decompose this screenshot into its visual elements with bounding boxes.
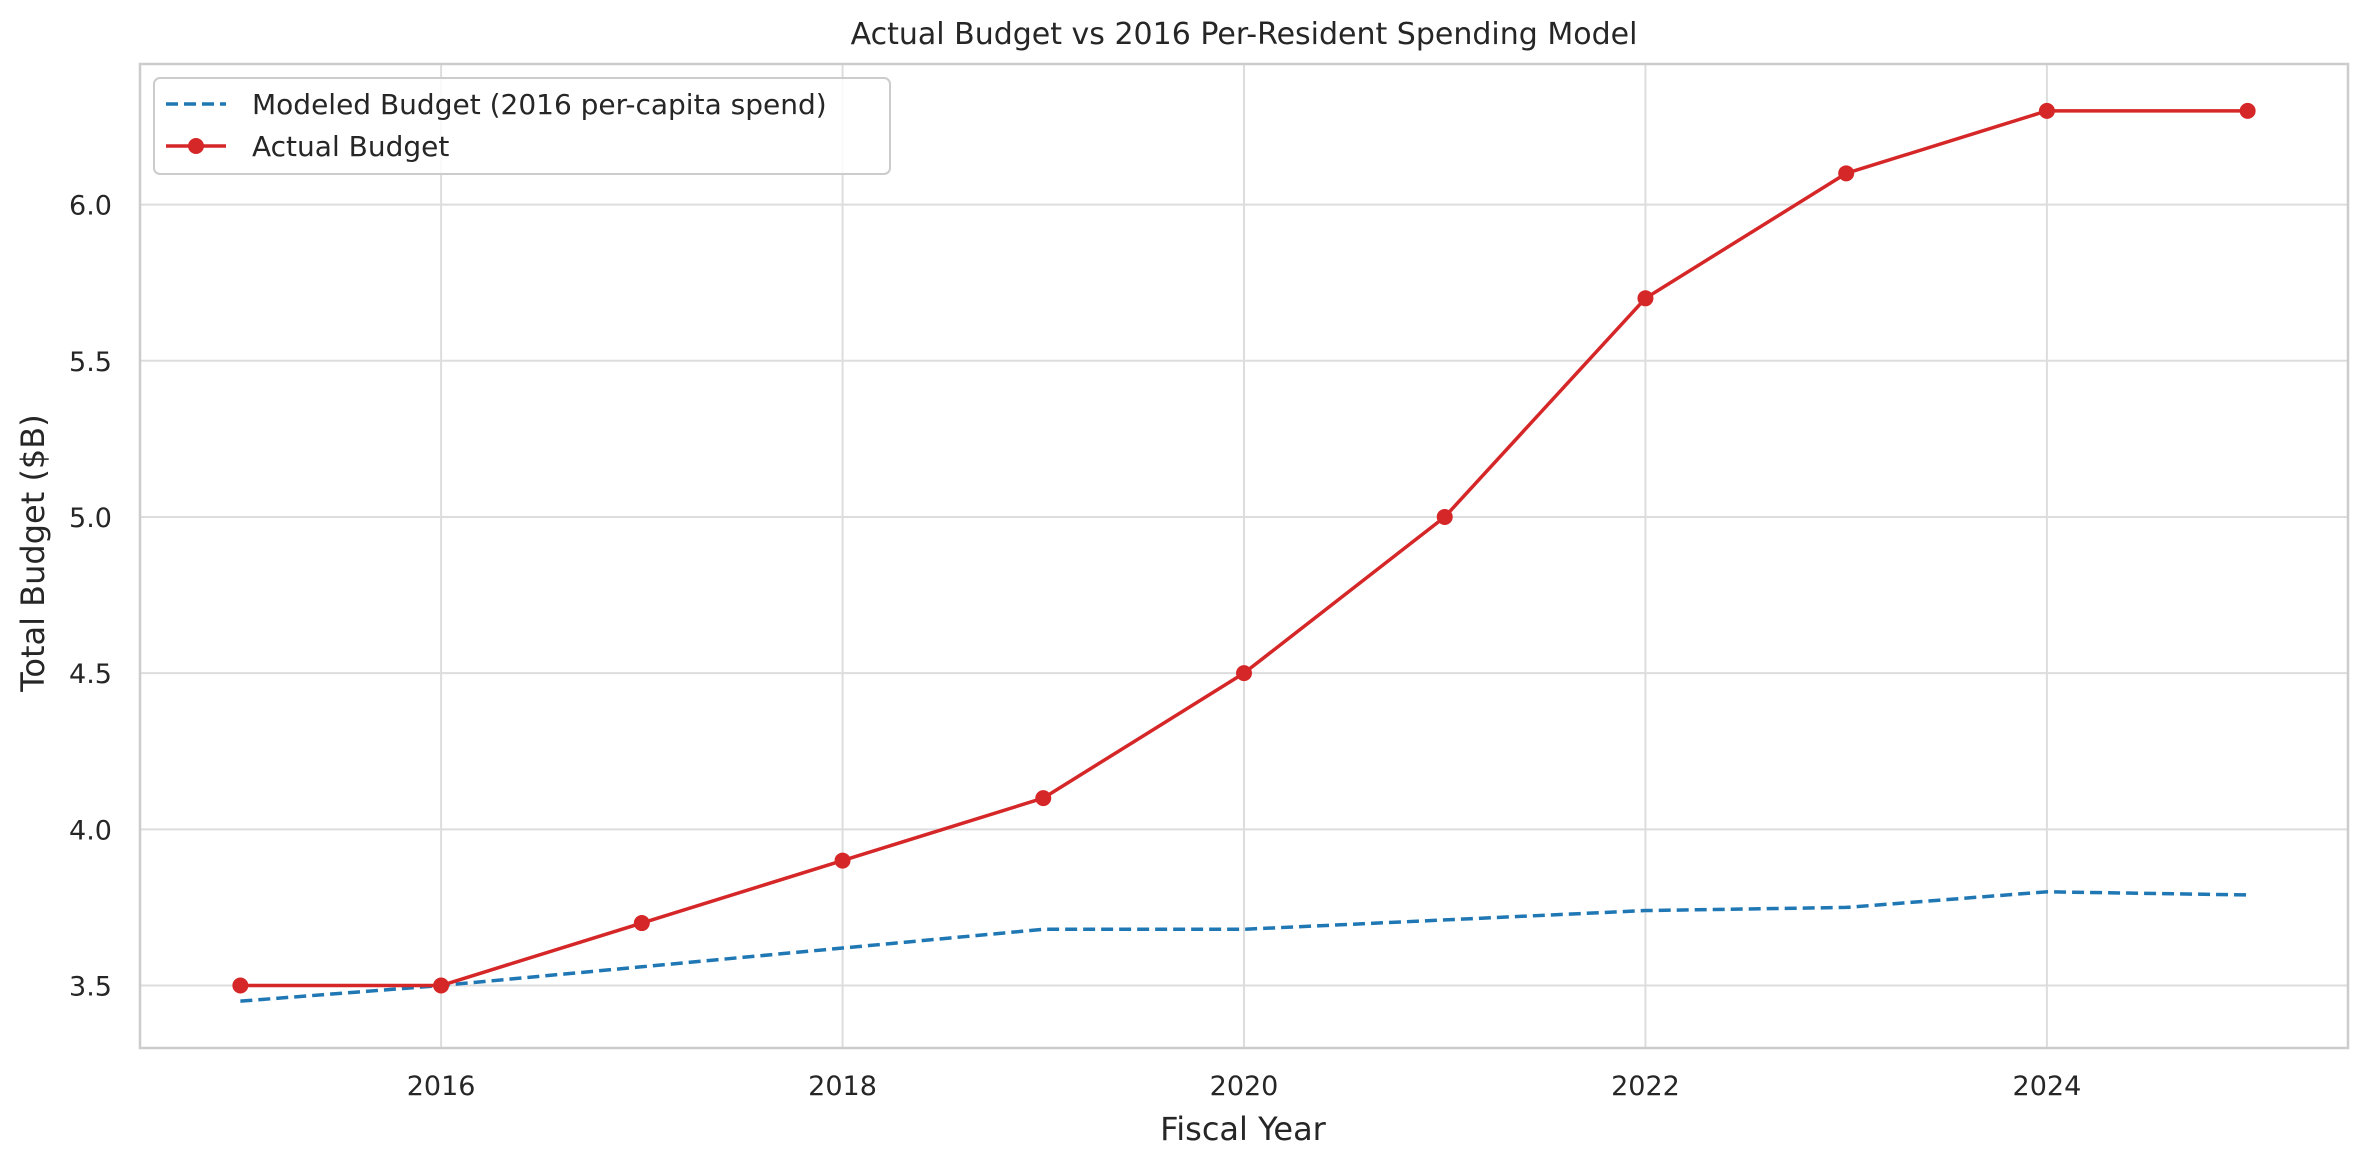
y-axis-label: Total Budget ($B) (14, 414, 52, 692)
x-axis-ticks: 2016 2018 2020 2022 2024 (407, 1071, 2082, 1102)
y-tick-label: 5.5 (69, 347, 112, 378)
x-tick-label: 2016 (407, 1071, 476, 1102)
y-axis-ticks: 3.5 4.0 4.5 5.0 5.5 6.0 (69, 191, 112, 1003)
x-tick-label: 2022 (1611, 1071, 1680, 1102)
x-tick-label: 2018 (808, 1071, 877, 1102)
legend-marker (188, 138, 204, 154)
x-axis-label: Fiscal Year (1160, 1110, 1327, 1148)
x-tick-label: 2020 (1210, 1071, 1279, 1102)
data-point (2038, 102, 2055, 119)
data-point (1637, 290, 1654, 307)
legend-label-0: Modeled Budget (2016 per-capita spend) (252, 88, 827, 121)
x-tick-label: 2024 (2013, 1071, 2082, 1102)
y-tick-label: 6.0 (69, 191, 112, 222)
data-point (433, 977, 450, 994)
y-tick-label: 3.5 (69, 972, 112, 1003)
legend-box (153, 77, 891, 175)
data-point (232, 977, 249, 994)
data-point (1436, 508, 1453, 525)
chart-title: Actual Budget vs 2016 Per-Resident Spend… (851, 17, 1638, 52)
legend-label-1: Actual Budget (252, 130, 449, 163)
data-point (2239, 102, 2256, 119)
y-tick-label: 4.5 (69, 659, 112, 690)
data-point (1035, 790, 1052, 807)
y-tick-label: 5.0 (69, 503, 112, 534)
y-tick-label: 4.0 (69, 815, 112, 846)
grid (140, 64, 2348, 1048)
series-line-0 (240, 890, 2248, 1003)
data-point (1838, 165, 1855, 182)
data-point (834, 852, 851, 869)
data-point (1236, 665, 1252, 682)
legend: Modeled Budget (2016 per-capita spend) Ac… (153, 77, 891, 175)
data-point (633, 915, 650, 932)
plot-frame (138, 62, 2350, 1050)
series-layer (232, 102, 2256, 1003)
